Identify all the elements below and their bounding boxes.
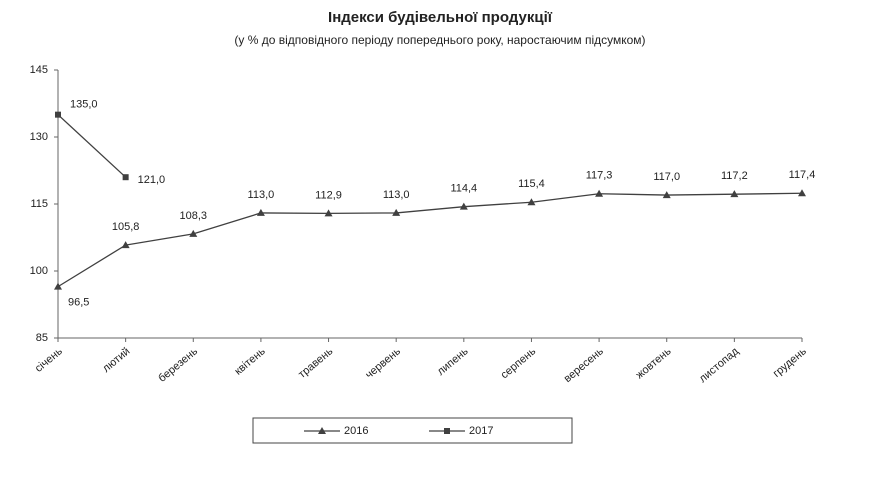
x-tick-label: вересень [562,345,606,385]
data-label: 115,4 [518,178,545,190]
x-tick-label: листопад [697,345,742,385]
data-label: 114,4 [450,183,477,195]
y-tick-label: 100 [30,265,48,277]
point [527,198,536,206]
data-label: 117,2 [721,170,748,182]
data-label: 121,0 [138,174,166,186]
legend-box [252,417,573,444]
point [189,229,198,237]
x-tick-label: липень [435,345,471,378]
point [392,208,401,216]
x-tick-label: червень [363,345,403,381]
data-label: 108,3 [180,210,208,222]
chart-subtitle: (у % до відповідного періоду попередньог… [234,33,645,47]
data-label: 113,0 [383,189,410,201]
point [55,111,61,118]
point [54,282,62,290]
y-tick-label: 145 [30,64,48,76]
data-label: 105,8 [112,221,140,233]
data-label: 117,0 [653,171,680,183]
data-label: 117,3 [586,170,613,182]
x-tick-label: січень [33,345,65,375]
data-label: 117,4 [789,169,816,181]
legend-label: 2017 [469,425,493,437]
legend-marker [444,428,450,434]
point [459,202,468,210]
x-tick-label: грудень [771,345,809,380]
point [730,190,739,198]
point [121,241,130,249]
point [256,208,265,216]
point [122,174,129,181]
point [798,189,806,197]
point [324,209,333,217]
data-label: 96,5 [68,297,89,309]
x-tick-label: серпень [499,345,539,381]
x-tick-label: квітень [232,345,267,377]
y-tick-label: 85 [36,332,48,344]
data-label: 113,0 [248,189,275,201]
point [595,189,604,197]
x-tick-label: березень [156,345,200,385]
point [662,191,671,199]
data-label: 135,0 [70,99,98,111]
x-tick-label: лютий [100,345,132,375]
y-tick-label: 130 [30,131,48,143]
series-line [57,114,127,178]
x-tick-label: травень [296,345,335,381]
data-label: 112,9 [315,189,342,201]
chart-title: Індекси будівельної продукції [328,9,553,26]
y-tick-label: 115 [30,198,48,210]
legend-marker [318,427,326,434]
x-tick-label: жовтень [634,345,674,381]
series-line [57,192,803,288]
legend-label: 2016 [344,425,368,437]
